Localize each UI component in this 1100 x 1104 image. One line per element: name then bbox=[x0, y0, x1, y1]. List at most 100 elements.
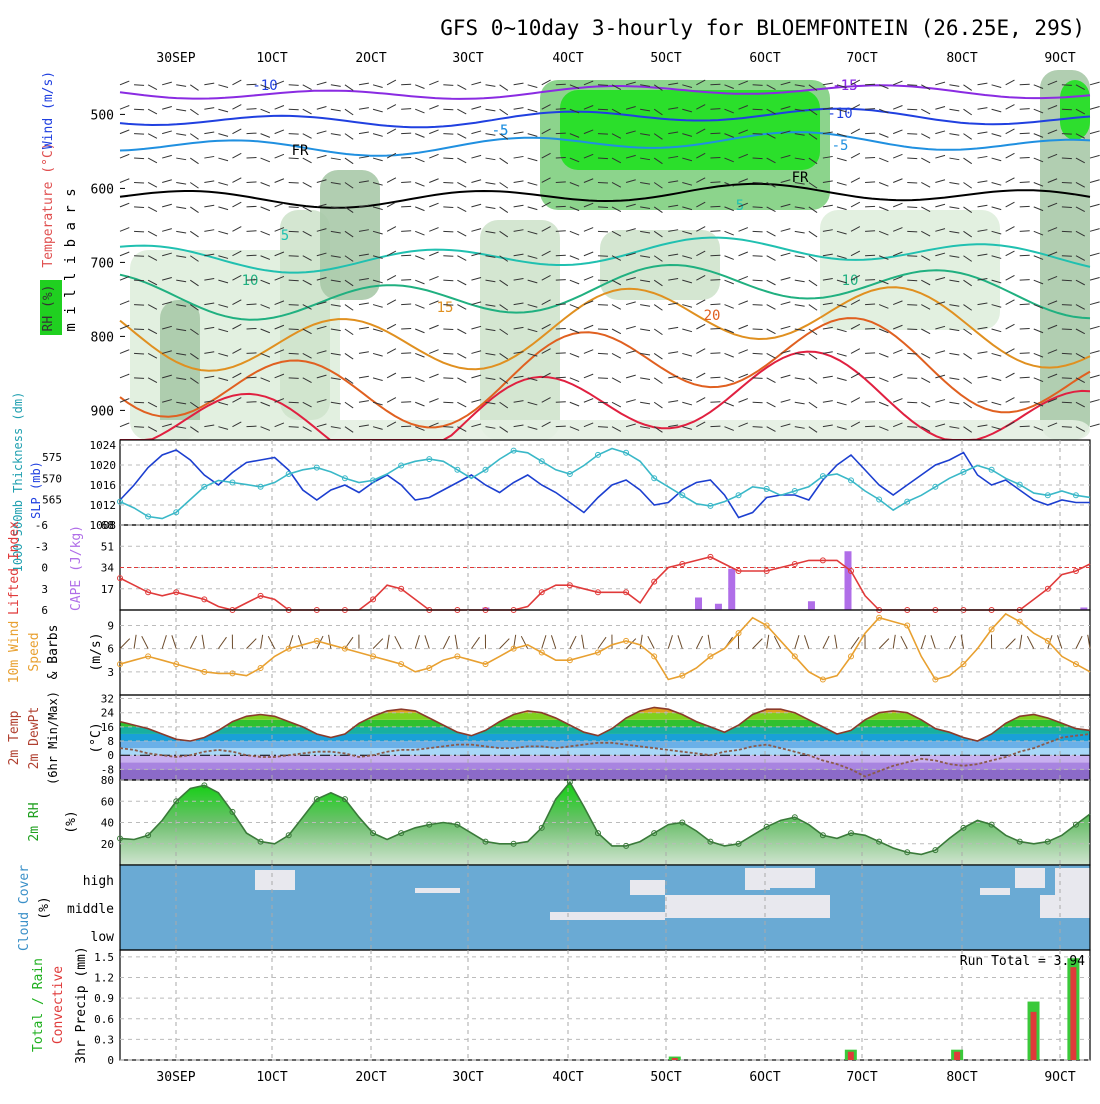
wind-barb bbox=[247, 133, 257, 134]
wind-barb bbox=[247, 182, 257, 183]
wind-barb bbox=[865, 426, 875, 427]
temp-legend-label: Temperature (°C) bbox=[41, 142, 56, 267]
wind-barb-10m bbox=[329, 635, 331, 649]
wind-barb bbox=[1062, 109, 1072, 110]
cloud-block bbox=[1015, 868, 1045, 888]
wind-barb bbox=[247, 328, 257, 329]
precip-label-total: Total / Rain bbox=[31, 958, 46, 1052]
wind-barb bbox=[134, 427, 144, 428]
precip-conv-bar bbox=[1031, 1012, 1037, 1060]
temp-units: (°C) bbox=[89, 722, 104, 753]
wind-barb bbox=[556, 231, 566, 232]
wind-barb bbox=[134, 378, 144, 379]
thickness-y-tick: 565 bbox=[42, 494, 62, 507]
wind-barb bbox=[598, 182, 608, 183]
wind-barb bbox=[598, 109, 608, 110]
wind-barb bbox=[907, 280, 917, 281]
precip-y-tick: 0.9 bbox=[94, 992, 114, 1005]
wind-barb bbox=[1020, 426, 1030, 427]
wind-barb bbox=[289, 427, 299, 428]
temp-label-3: (6hr Min/Max) bbox=[46, 691, 60, 785]
wind-barb bbox=[598, 256, 608, 257]
wind-barb bbox=[443, 329, 453, 330]
wind-barb bbox=[907, 134, 917, 135]
bottom-date-label: 7OCT bbox=[846, 1070, 877, 1085]
temp-band bbox=[120, 706, 1090, 713]
bottom-date-label: 6OCT bbox=[749, 1070, 780, 1085]
rh-shading bbox=[160, 300, 200, 440]
wind-barb bbox=[247, 353, 257, 354]
wind-barb bbox=[1090, 253, 1100, 256]
top-date-label: 9OCT bbox=[1044, 51, 1075, 66]
wind-barb bbox=[1062, 427, 1072, 428]
wind-barb bbox=[289, 207, 299, 208]
wind-barb-10m bbox=[696, 636, 702, 649]
wind-barb bbox=[134, 402, 144, 403]
wind-barb bbox=[865, 353, 875, 354]
cloud-block bbox=[1040, 895, 1090, 918]
precip-frame bbox=[120, 950, 1090, 1060]
wind-barb bbox=[401, 304, 411, 305]
wind-barb bbox=[247, 158, 257, 159]
wind-barb bbox=[289, 305, 299, 306]
wind-barb bbox=[907, 109, 917, 110]
cloud-block bbox=[255, 870, 295, 890]
cloud-block bbox=[550, 912, 665, 920]
contour-label: -5 bbox=[832, 138, 849, 154]
wind-barb bbox=[865, 280, 875, 281]
wind-barb bbox=[598, 329, 608, 330]
wind-barb bbox=[907, 231, 917, 232]
wind-barb bbox=[1062, 158, 1072, 159]
wind-barb bbox=[1020, 84, 1030, 85]
contour-label: 10 bbox=[842, 273, 859, 289]
wind-barb bbox=[556, 84, 566, 85]
wind-barb bbox=[401, 402, 411, 403]
wind-barb bbox=[710, 109, 720, 110]
wind-barb bbox=[1090, 375, 1100, 378]
wind-barb-10m bbox=[455, 635, 457, 649]
wind-barb bbox=[556, 206, 566, 207]
wind-barb bbox=[289, 182, 299, 183]
wind-barb bbox=[134, 207, 144, 208]
wind-barb bbox=[598, 158, 608, 159]
wind-barb bbox=[598, 207, 608, 208]
wind-barb bbox=[1090, 351, 1100, 354]
wind-barb bbox=[443, 256, 453, 257]
wind-barb bbox=[907, 256, 917, 257]
wind-barb bbox=[1090, 204, 1100, 207]
wind-label-2: Speed bbox=[27, 632, 42, 671]
wind-barb bbox=[865, 402, 875, 403]
rh-legend-label: RH (%) bbox=[41, 285, 56, 332]
wind-barb bbox=[401, 182, 411, 183]
wind-barb bbox=[401, 133, 411, 134]
precip-conv-bar bbox=[672, 1058, 678, 1060]
wind-barb-10m bbox=[795, 635, 799, 648]
bottom-date-label: 4OCT bbox=[552, 1070, 583, 1085]
top-date-label: 4OCT bbox=[552, 51, 583, 66]
wind-barb-10m bbox=[261, 635, 263, 649]
slp-y-tick: 1020 bbox=[90, 459, 117, 472]
wind-barb bbox=[1020, 182, 1030, 183]
cape-y-tick: 68 bbox=[101, 519, 114, 532]
top-date-label: 30SEP bbox=[156, 51, 195, 66]
wind-barb bbox=[556, 426, 566, 427]
wind-barb bbox=[1062, 402, 1072, 403]
wind-barb bbox=[907, 402, 917, 403]
wind-barb bbox=[289, 256, 299, 257]
wind-barb bbox=[556, 377, 566, 378]
wind-frame bbox=[120, 610, 1090, 695]
wind-barb bbox=[134, 182, 144, 183]
wind-barb-10m bbox=[443, 636, 449, 649]
wind-barb bbox=[598, 305, 608, 306]
wind-barb bbox=[289, 280, 299, 281]
cloud-block bbox=[980, 888, 1010, 895]
cloud-block bbox=[770, 868, 815, 888]
contour-label: FR bbox=[292, 143, 309, 159]
wind-barb bbox=[247, 402, 257, 403]
wind-barb bbox=[289, 402, 299, 403]
wind-barb-10m bbox=[598, 637, 606, 648]
temp-label-2: 2m DewPt bbox=[27, 707, 42, 770]
wind-barb bbox=[907, 427, 917, 428]
contour-label: 10 bbox=[242, 273, 259, 289]
